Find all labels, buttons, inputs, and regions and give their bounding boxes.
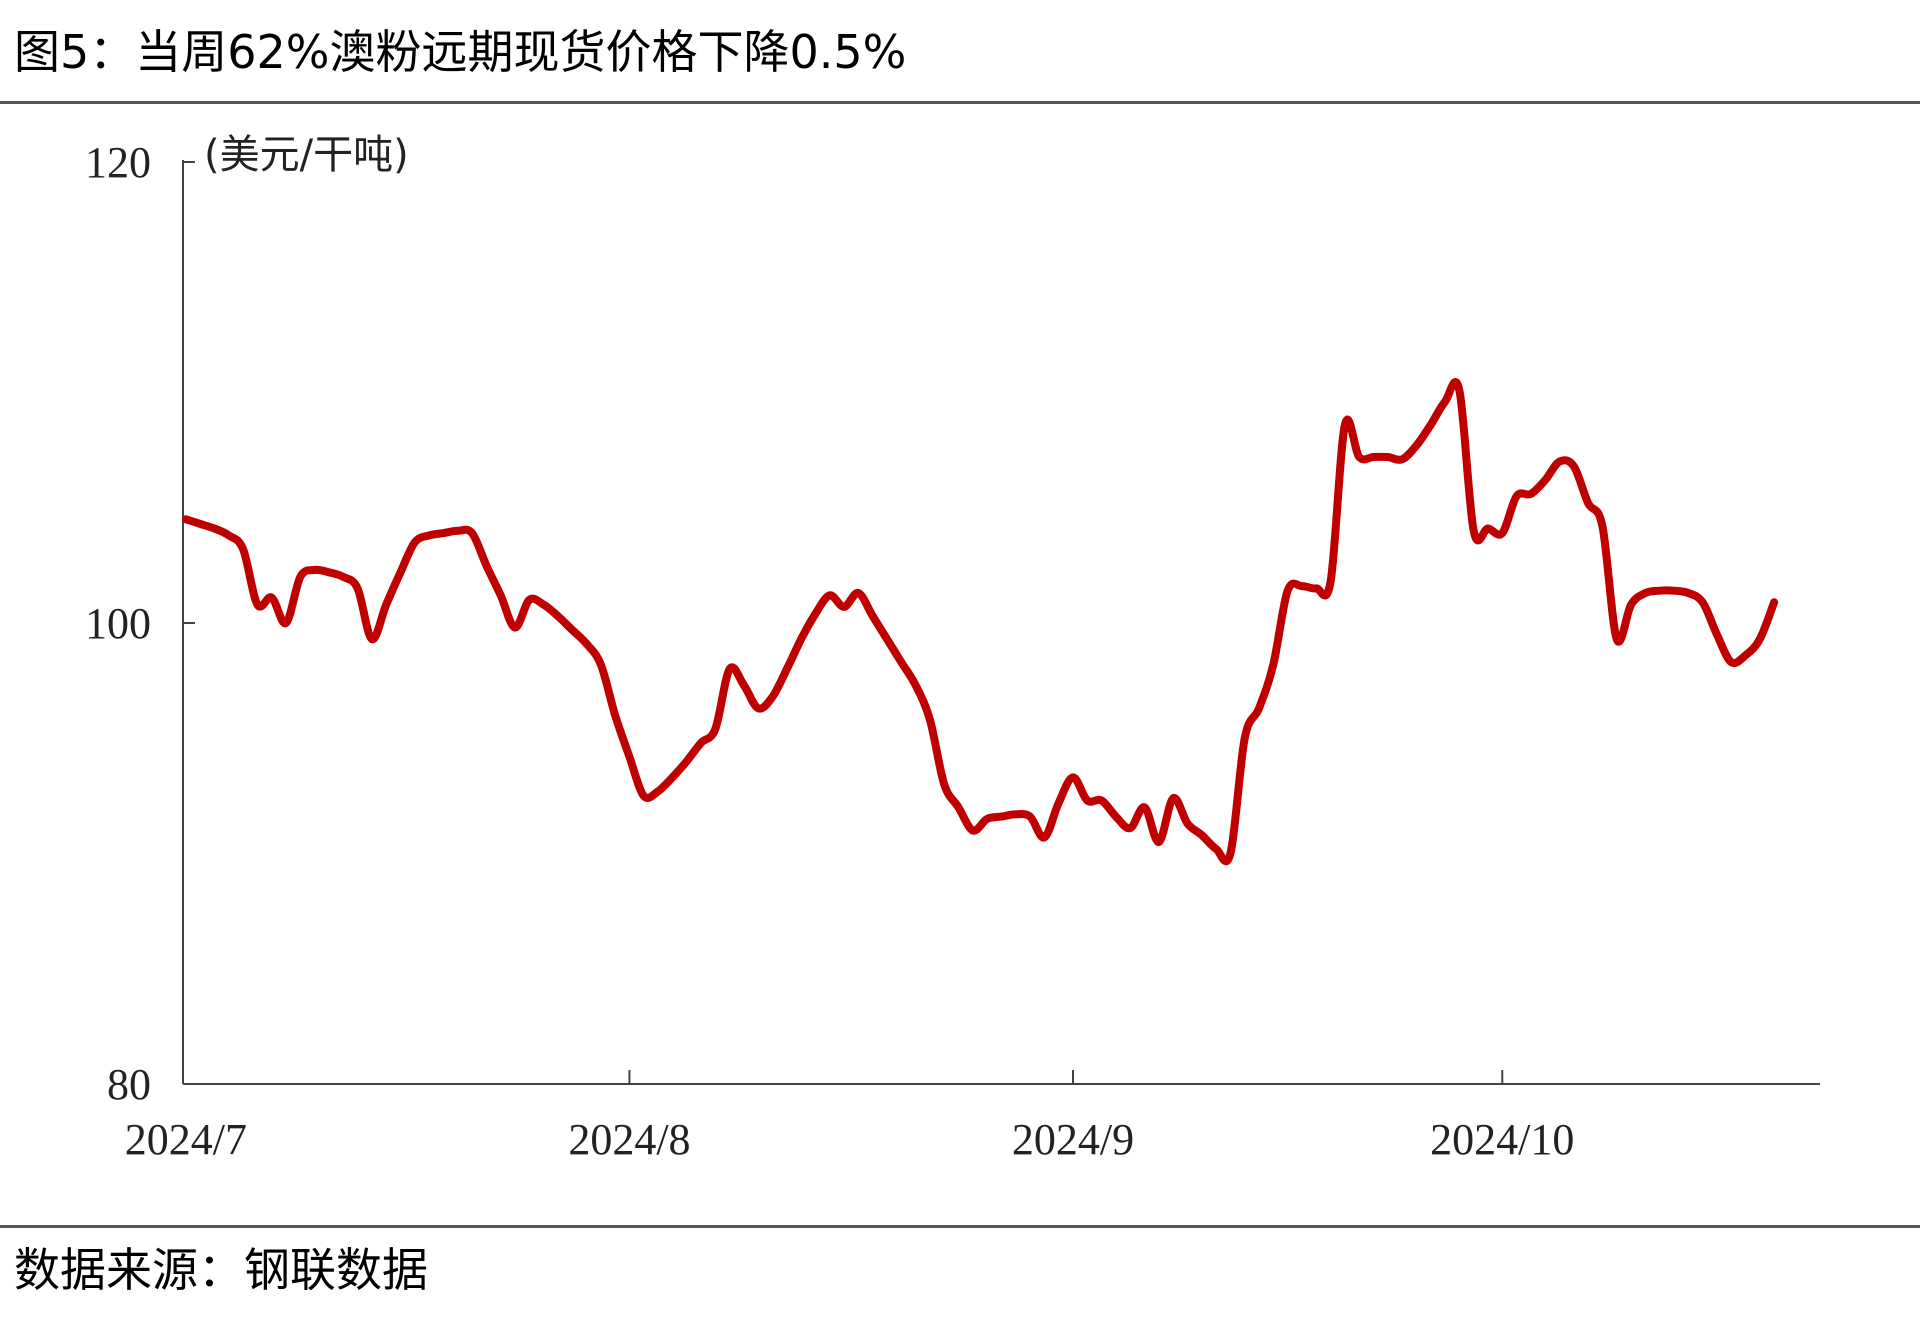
y-tick-label: 100 [85,599,151,648]
bottom-divider [0,1225,1920,1228]
data-source-note: 数据来源：钢联数据 [14,1243,428,1297]
price-series-line [181,378,1779,865]
x-axis-ticks: 2024/7 2024/8 2024/9 2024/10 [125,1070,1574,1164]
top-divider [0,101,1920,104]
y-tick-label: 120 [85,138,151,187]
y-axis-unit-label: (美元/干吨) [204,132,409,178]
x-tick-label: 2024/7 [125,1115,247,1164]
line-chart: 80 100 120 2024/7 2024/8 2024/9 2024/10 (美元/干… [85,132,1820,1164]
x-tick-label: 2024/8 [568,1115,690,1164]
chart-title: 图5：当周62%澳粉远期现货价格下降0.5% [14,25,907,79]
axes [182,160,1820,1085]
y-tick-label: 80 [107,1060,151,1109]
series-layer [181,378,1779,865]
x-tick-label: 2024/9 [1012,1115,1134,1164]
y-axis-ticks: 80 100 120 [85,138,195,1109]
x-tick-label: 2024/10 [1430,1115,1574,1164]
